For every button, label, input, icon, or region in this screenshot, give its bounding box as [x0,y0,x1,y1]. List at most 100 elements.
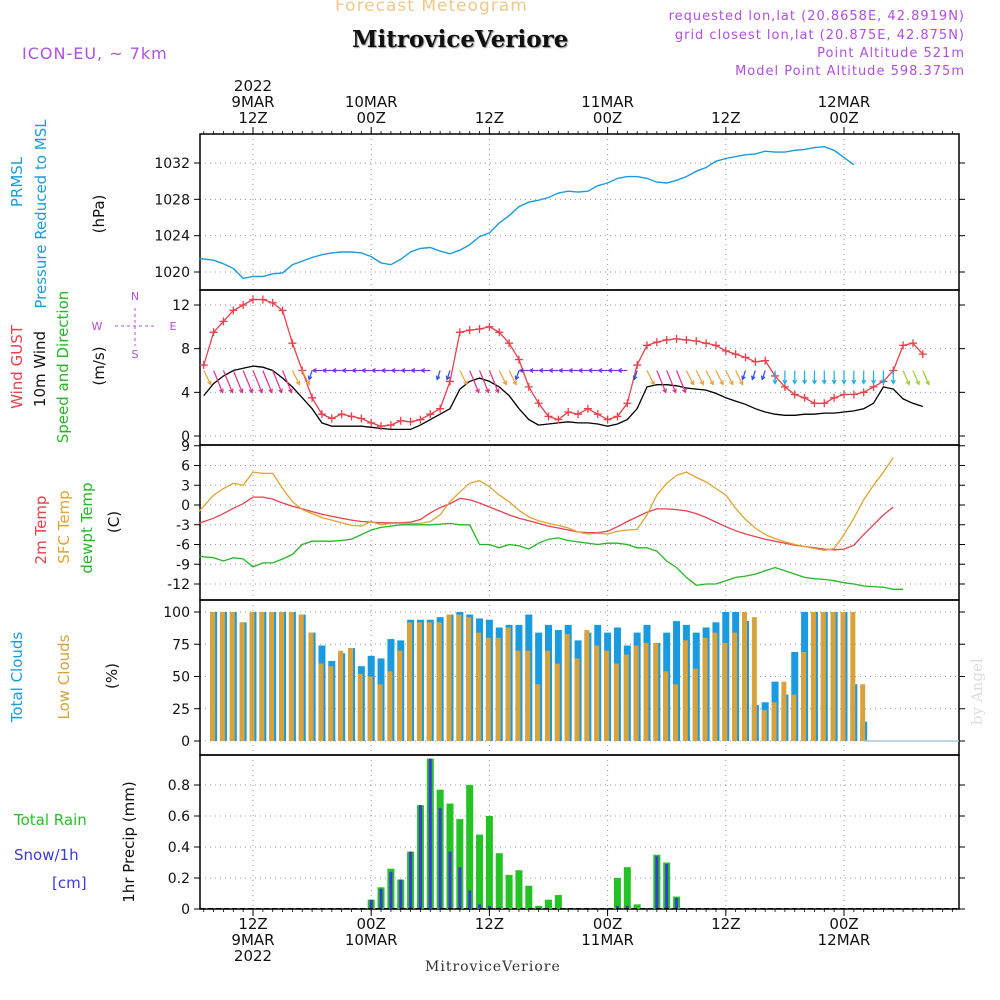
snow-bar [438,808,442,909]
cloud-bar-group [781,681,789,741]
gust-marker [613,412,622,421]
temp-sfc-label: SFC Temp [55,490,73,563]
temperature-ytick-label: 3 [181,478,190,494]
wind-arrow-head [360,368,366,373]
wind-arrow-head [538,368,544,373]
wind-direction-arrow [488,370,500,394]
precip-bar-group [476,834,484,909]
top-time-label: 00Z [357,109,386,127]
low-cloud-bar [860,684,866,741]
wind-direction-arrow [548,368,559,373]
wind-arrow-head [321,368,327,373]
gust-marker [702,339,711,348]
wind-arrow-head [760,375,766,381]
gust-marker [692,337,701,346]
gust-marker [337,410,346,419]
wind-direction-arrow [518,368,529,373]
low-cloud-bar [269,612,275,741]
snow-bar [675,898,679,909]
pressure-label-prmsl: PRMSL [8,156,26,207]
cloud-bar-group [791,651,799,741]
cloud-bar-group [810,612,818,741]
wind-arrow-shaft [222,370,234,393]
wind-arrow-head [925,380,930,386]
gust-marker [593,410,602,419]
pressure-ytick-label: 1028 [154,192,190,208]
wind-arrow-head [792,379,798,385]
wind-arrow-head [502,380,507,386]
wind-arrow-shaft [902,370,910,385]
gust-marker [672,334,681,343]
cloud-bar-group [554,630,562,741]
precip-bar-group [367,899,375,909]
cloud-bar-group [328,661,336,741]
cloud-bar-group [712,622,720,741]
clouds-ytick-label: 50 [172,670,190,686]
cloud-bar-group [239,622,247,741]
cloud-bar-group [367,655,375,741]
wind-arrow-head [915,380,920,386]
wind-arrow-head [729,380,734,386]
snow-bar [478,904,482,909]
bottom-time-label: 00Z [593,915,622,933]
wind-direction-arrow [705,370,714,386]
precip-bar-group [663,862,671,909]
precip-ytick-label: 0.8 [168,778,190,794]
top-time-label: 10MAR [345,93,398,111]
wind-arrow-shaft [478,370,490,393]
wind-arrow-head [295,380,301,386]
wind-arrow-head [288,388,293,394]
cloud-bar-group [298,614,306,741]
compass-cross [115,308,155,346]
wind-direction-arrow [587,368,598,373]
temp-unit-label: (C) [105,511,123,533]
wind-arrow-head [548,368,554,373]
gust-marker [377,422,386,431]
gust-marker [849,390,858,399]
rain-bar [495,853,503,909]
low-cloud-bar [801,651,807,741]
low-cloud-bar [742,612,747,741]
wind-arrow-head [258,388,264,394]
wind-arrow-head [238,388,244,394]
gust-marker [209,328,218,337]
cloud-bar-group [308,632,316,741]
wind-arrow-shaft [498,370,507,385]
cloud-bar-group [249,612,257,741]
wind-direction-arrow [222,370,234,394]
snow-bar [399,879,403,909]
bottom-time-label: 9MAR [231,931,274,949]
low-cloud-bar [416,622,422,741]
gust-marker [288,339,297,348]
cloud-bar-group [407,619,415,741]
gust-marker [308,393,317,402]
wind-arrow-head [400,368,406,373]
wind-arrow-head [851,379,857,385]
rain-bar [515,870,523,909]
cloud-bar-group [633,632,641,741]
station-title: MitroviceVeriore [352,26,569,53]
low-cloud-bar [476,632,482,741]
rain-bar [456,819,464,909]
low-cloud-bar [545,650,550,741]
gust-marker [258,295,267,304]
precip-bar-group [613,878,621,909]
cloud-bar-group [692,632,700,741]
wind-arrow-head [219,388,224,394]
snow-bar [428,758,432,909]
wind-direction-arrow [410,368,421,373]
rain-bar [535,905,543,909]
pressure-unit-label: (hPa) [90,195,108,234]
top-time-label: 11MAR [581,93,634,111]
snow-bar [458,867,462,909]
wind-direction-arrow [772,370,778,385]
wind-direction-arrow [538,368,549,373]
wind-arrow-head [278,388,283,394]
wind-arrow-head [650,380,655,386]
bottom-time-label: 10MAR [345,931,398,949]
low-cloud-bar [574,658,580,741]
wind-direction-arrow [880,370,886,385]
gust-marker [741,353,750,362]
wind-direction-arrow [469,370,480,394]
wind-arrow-shaft [646,370,655,385]
